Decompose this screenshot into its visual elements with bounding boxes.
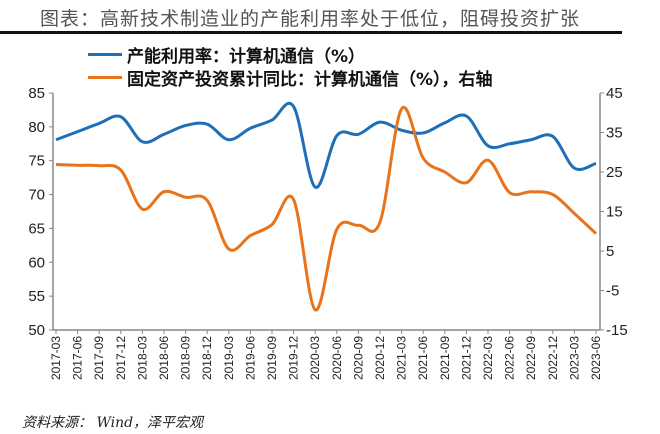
left-tick-label: 65 — [28, 220, 45, 237]
x-tick-label: 2018-06 — [157, 336, 171, 380]
left-tick-label: 60 — [28, 254, 45, 271]
right-tick-label: -5 — [606, 283, 619, 300]
right-tick-label: 5 — [606, 243, 614, 260]
x-tick-label: 2021-06 — [416, 336, 430, 380]
right-tick-label: 15 — [606, 204, 623, 221]
chart-title: 图表：高新技术制造业的产能利用率处于低位，阻碍投资扩张 — [39, 8, 580, 30]
x-tick-label: 2023-06 — [589, 336, 603, 380]
x-tick-label: 2022-09 — [524, 336, 538, 380]
x-tick-label: 2022-12 — [546, 336, 560, 380]
x-tick-label: 2020-03 — [308, 336, 322, 380]
x-tick-label: 2019-12 — [287, 336, 301, 380]
x-tick-label: 2020-12 — [373, 336, 387, 380]
series-line-utilization — [55, 101, 597, 189]
x-tick-label: 2019-09 — [265, 336, 279, 380]
x-tick-label: 2017-12 — [114, 336, 128, 380]
left-tick-label: 55 — [28, 288, 45, 305]
x-tick-label: 2021-03 — [395, 336, 409, 380]
left-tick-label: 50 — [28, 322, 45, 339]
left-tick-label: 80 — [28, 119, 45, 136]
x-tick-label: 2020-06 — [330, 336, 344, 380]
left-tick-label: 75 — [28, 153, 45, 170]
x-tick-label: 2021-09 — [438, 336, 452, 380]
left-tick-label: 85 — [28, 85, 45, 102]
x-tick-label: 2019-03 — [222, 336, 236, 380]
x-tick-label: 2020-09 — [351, 336, 365, 380]
right-tick-label: -15 — [606, 322, 628, 339]
legend-item-utilization: 产能利用率：计算机通信（%） — [88, 42, 365, 67]
legend-label: 固定资产投资累计同比：计算机通信（%），右轴 — [127, 70, 493, 90]
left-tick-label: 70 — [28, 187, 45, 204]
legend-item-investment: 固定资产投资累计同比：计算机通信（%），右轴 — [88, 65, 493, 90]
right-tick-label: 45 — [606, 85, 623, 102]
x-tick-label: 2022-06 — [503, 336, 517, 380]
x-tick-label: 2017-06 — [71, 336, 85, 380]
legend-swatch-blue — [88, 53, 122, 56]
x-tick-label: 2017-03 — [49, 336, 63, 380]
x-tick-label: 2018-03 — [135, 336, 149, 380]
x-tick-label: 2023-03 — [567, 336, 581, 380]
x-tick-label: 2022-03 — [481, 336, 495, 380]
x-tick-label: 2018-09 — [179, 336, 193, 380]
legend-swatch-orange — [88, 76, 122, 79]
x-tick-label: 2019-06 — [243, 336, 257, 380]
title-divider — [0, 31, 622, 34]
x-tick-label: 2021-12 — [459, 336, 473, 380]
right-tick-label: 35 — [606, 125, 623, 142]
series-line-investment — [55, 105, 598, 312]
x-tick-label: 2017-09 — [92, 336, 106, 380]
x-tick-label: 2018-12 — [200, 336, 214, 380]
right-tick-label: 25 — [606, 164, 623, 181]
source-note: 资料来源： Wind，泽平宏观 — [22, 415, 204, 431]
legend-label: 产能利用率：计算机通信（%） — [127, 47, 366, 67]
